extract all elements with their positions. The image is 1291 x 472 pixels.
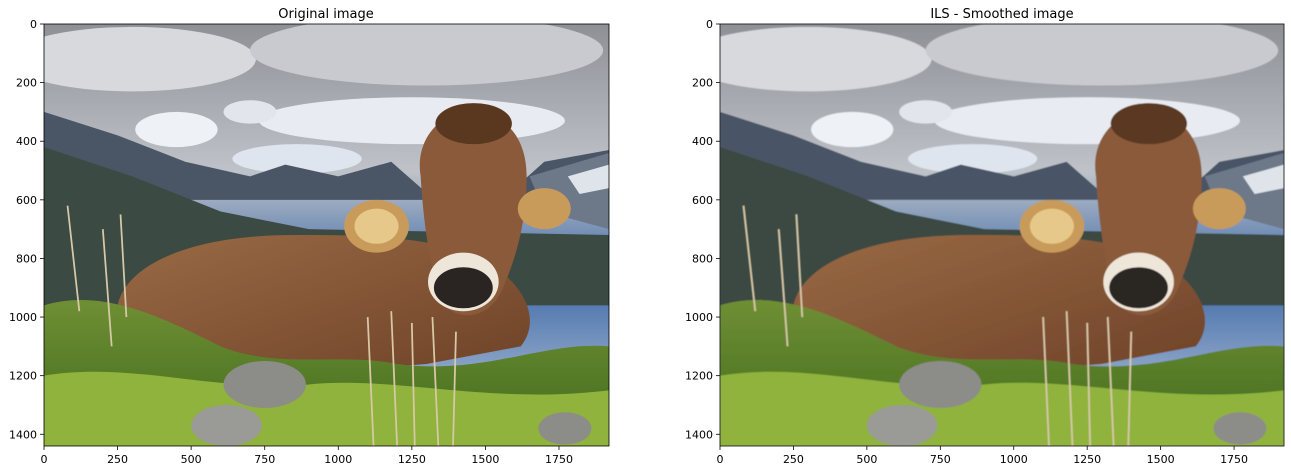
y-tick-label: 1400 (9, 428, 37, 441)
x-tick-label: 1250 (1073, 453, 1101, 466)
x-tick-label: 1500 (1147, 453, 1175, 466)
y-tick-label: 1200 (9, 370, 37, 383)
x-tick-label: 1500 (471, 453, 499, 466)
panel-title: Original image (278, 7, 374, 22)
panel-title: ILS - Smoothed image (930, 7, 1073, 22)
x-tick-label: 1750 (545, 453, 573, 466)
y-tick-label: 1400 (685, 428, 713, 441)
x-tick-label: 250 (107, 453, 128, 466)
y-tick-label: 400 (692, 135, 713, 148)
axes-frame (43, 23, 610, 447)
x-tick-label: 1750 (1220, 453, 1248, 466)
x-tick-label: 0 (41, 453, 48, 466)
y-tick-label: 1200 (685, 370, 713, 383)
axes-frame (719, 23, 1285, 447)
x-tick-label: 0 (717, 453, 724, 466)
image-smoothed (720, 24, 1284, 446)
y-tick-label: 800 (16, 252, 37, 265)
panel-smoothed: ILS - Smoothed image 0 250 500 750 1000 1250 1… (685, 7, 1285, 466)
y-tick-label: 200 (692, 77, 713, 90)
y-tick-label: 800 (692, 252, 713, 265)
y-tick-label: 600 (692, 194, 713, 207)
x-tick-label: 1000 (324, 453, 352, 466)
y-tick-label: 600 (16, 194, 37, 207)
y-tick-label: 400 (16, 135, 37, 148)
x-tick-label: 750 (930, 453, 951, 466)
x-tick-label: 750 (254, 453, 275, 466)
tick-labels: 0 250 500 750 1000 1250 1500 1750 0 200 400 600 800 1… (685, 18, 1248, 466)
image-original (44, 24, 609, 446)
panel-original: Original image 0 250 500 750 1000 1250 1500 175… (9, 7, 610, 466)
y-tick-label: 200 (16, 77, 37, 90)
y-tick-label: 1000 (685, 311, 713, 324)
x-tick-label: 250 (783, 453, 804, 466)
x-tick-label: 500 (181, 453, 202, 466)
y-tick-label: 0 (30, 18, 37, 31)
x-tick-label: 1000 (1000, 453, 1028, 466)
y-tick-label: 0 (706, 18, 713, 31)
x-tick-label: 1250 (398, 453, 426, 466)
y-tick-label: 1000 (9, 311, 37, 324)
tick-labels: 0 250 500 750 1000 1250 1500 1750 0 200 400 600 800 1… (9, 18, 573, 466)
x-tick-label: 500 (856, 453, 877, 466)
